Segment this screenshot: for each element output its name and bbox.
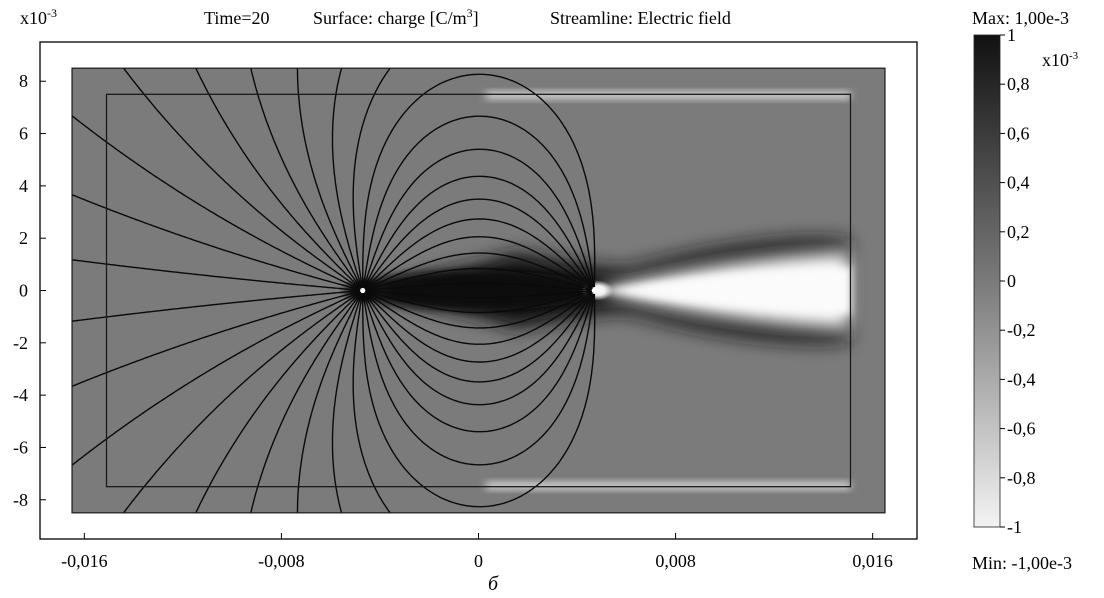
y-tick-label: 6 <box>19 124 28 144</box>
colorbar-min-label: Min: -1,00e-3 <box>972 553 1072 573</box>
y-tick-label: 8 <box>19 71 28 91</box>
streamline <box>362 289 592 345</box>
y-tick-label: 4 <box>19 176 28 196</box>
colorbar-max-label: Max: 1,00e-3 <box>972 8 1069 28</box>
streamline <box>72 259 363 292</box>
time-label: Time=20 <box>204 8 270 28</box>
streamline <box>331 290 364 513</box>
streamline <box>362 289 593 329</box>
colorbar-tick-label: 0,8 <box>1007 74 1030 94</box>
x-tick-label: 0,016 <box>852 551 893 571</box>
colorbar-multiplier-exp: -3 <box>1069 50 1079 62</box>
colorbar-multiplier: x10-3 <box>1042 50 1079 70</box>
negative-charge-core <box>594 266 851 315</box>
x-tick-label: 0,008 <box>655 551 696 571</box>
colorbar-tick-label: 0,2 <box>1007 222 1030 242</box>
streamline <box>362 289 593 314</box>
charge-surface <box>72 68 885 513</box>
x-tick-label: -0,008 <box>258 551 305 571</box>
inner-boundary <box>105 93 852 488</box>
streamline <box>362 115 595 291</box>
streamline <box>296 68 364 291</box>
streamline <box>362 290 595 466</box>
colorbar-tick-label: -0,4 <box>1007 369 1036 389</box>
colorbar-tick-label: 0 <box>1007 271 1016 291</box>
streamline <box>362 218 594 291</box>
colorbar-tick-label: -0,8 <box>1007 468 1036 488</box>
x-tick-label: 0 <box>474 551 483 571</box>
y-tick-label: -4 <box>13 385 28 405</box>
streamline <box>122 289 364 513</box>
streamline <box>296 290 364 513</box>
bottom-surface-charge <box>485 482 851 489</box>
y-tick-label: -8 <box>13 490 28 510</box>
y-axis: 8 6 4 2 0 -2 -4 -6 -8 <box>13 71 46 510</box>
colorbar-tick-label: 1 <box>1007 25 1016 45</box>
streamline <box>362 267 593 292</box>
streamline <box>362 290 594 433</box>
streamlines <box>72 68 596 513</box>
surface-label-text: Surface: charge [C/m <box>313 8 467 28</box>
x-axis: -0,016 -0,008 0 0,008 0,016 <box>61 533 893 571</box>
colorbar-tick-label: -1 <box>1007 517 1022 537</box>
streamline <box>122 68 364 292</box>
positive-electrode <box>360 287 366 294</box>
streamline <box>72 289 363 467</box>
top-surface-charge <box>485 92 851 99</box>
streamline <box>362 236 592 292</box>
y-tick-label: -2 <box>13 333 28 353</box>
y-tick-label: 0 <box>19 281 28 301</box>
streamline <box>72 114 363 292</box>
streamline <box>362 290 596 508</box>
streamline <box>362 290 594 363</box>
domain-outline <box>71 67 886 514</box>
figure-caption: б <box>488 573 499 595</box>
streamline <box>250 68 364 291</box>
axis-multiplier-exp: -3 <box>47 6 57 20</box>
streamline <box>72 194 363 292</box>
streamline <box>195 68 364 291</box>
negative-electrode <box>591 287 597 294</box>
streamline <box>331 68 364 291</box>
surface-label: Surface: charge [C/m3] <box>313 6 479 28</box>
colorbar-tick-label: 0,4 <box>1007 173 1030 193</box>
field-plot <box>71 67 886 514</box>
surface-label-exp: 3 <box>467 6 473 20</box>
streamline <box>362 198 593 291</box>
colorbar-multiplier-base: x10 <box>1042 50 1069 70</box>
streamline <box>362 148 594 291</box>
positive-charge-core <box>358 270 599 311</box>
axis-multiplier-base: x10 <box>20 8 47 28</box>
colorbar-tick-label: 0,6 <box>1007 123 1030 143</box>
streamline <box>362 289 592 299</box>
streamline-label: Streamline: Electric field <box>550 8 731 28</box>
streamline <box>72 289 363 387</box>
colorbar-ticks: 1 0,8 0,6 0,4 0,2 0 -0,2 -0,4 -0,6 -0,8 -1 <box>1000 25 1036 537</box>
axis-multiplier: x10-3 <box>20 6 57 28</box>
y-tick-label: -6 <box>13 437 28 457</box>
colorbar-tick-label: -0,6 <box>1007 419 1036 439</box>
streamline <box>362 290 593 383</box>
streamline <box>362 175 594 291</box>
y-tick-label: 2 <box>19 228 28 248</box>
streamline <box>250 290 364 513</box>
streamline <box>195 290 364 513</box>
colorbar-tick-label: -0,2 <box>1007 320 1036 340</box>
streamline <box>352 290 391 513</box>
surface-label-end: ] <box>473 8 479 28</box>
streamline <box>362 290 594 406</box>
streamline <box>362 252 593 292</box>
streamline <box>352 68 391 291</box>
negative-electrode-glow <box>581 280 614 301</box>
streamline <box>362 282 592 292</box>
colorbar <box>973 34 1001 528</box>
x-tick-label: -0,016 <box>61 551 108 571</box>
streamline <box>72 289 363 322</box>
streamline <box>362 73 596 291</box>
